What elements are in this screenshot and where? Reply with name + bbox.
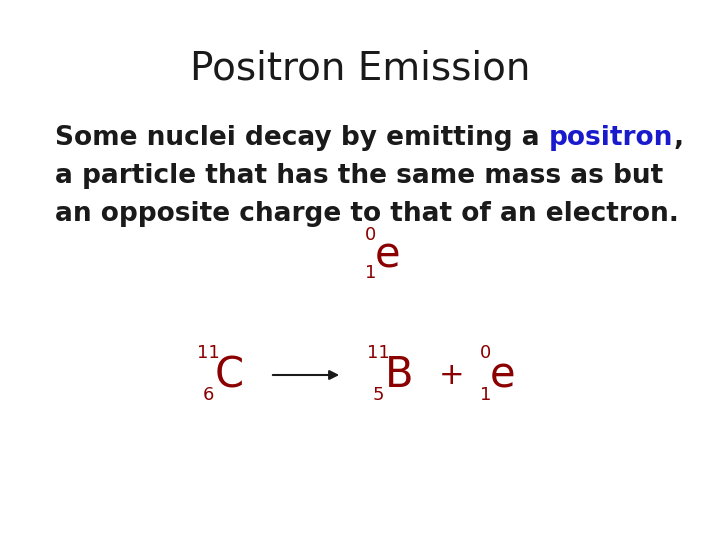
Text: positron: positron xyxy=(549,125,673,151)
Text: C: C xyxy=(215,354,244,396)
Text: 1: 1 xyxy=(480,386,491,404)
Text: 0: 0 xyxy=(480,344,491,362)
Text: Positron Emission: Positron Emission xyxy=(190,50,530,88)
Text: 0: 0 xyxy=(365,226,377,244)
Text: 11: 11 xyxy=(367,344,390,362)
Text: Some nuclei decay by emitting a: Some nuclei decay by emitting a xyxy=(55,125,549,151)
Text: 5: 5 xyxy=(373,386,384,404)
Text: e: e xyxy=(375,234,400,276)
Text: an opposite charge to that of an electron.: an opposite charge to that of an electro… xyxy=(55,201,679,227)
Text: e: e xyxy=(490,354,516,396)
Text: 1: 1 xyxy=(365,264,377,282)
Text: 11: 11 xyxy=(197,344,220,362)
Text: a particle that has the same mass as but: a particle that has the same mass as but xyxy=(55,163,663,189)
Text: +: + xyxy=(439,361,465,389)
Text: 6: 6 xyxy=(203,386,215,404)
Text: ,: , xyxy=(673,125,683,151)
Text: B: B xyxy=(385,354,413,396)
